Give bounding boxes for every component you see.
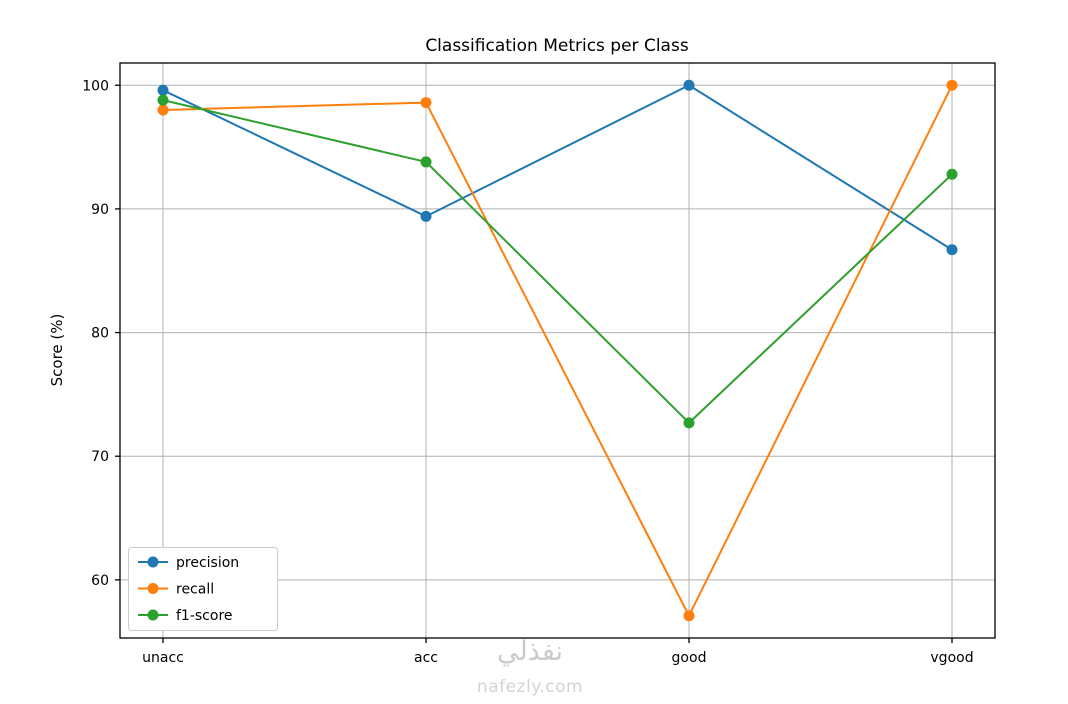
y-axis-label: Score (%) xyxy=(48,314,66,387)
data-point-recall-vgood xyxy=(946,79,958,91)
x-tick-label-good: good xyxy=(672,650,707,666)
watermark-arabic-text: نفذلي xyxy=(497,636,563,667)
x-tick-label-unacc: unacc xyxy=(142,650,184,666)
chart-title: Classification Metrics per Class xyxy=(425,36,689,56)
data-point-f1-score-unacc xyxy=(157,94,169,106)
series-line-precision xyxy=(162,84,953,251)
plot-area: 60 70 80 90 100 unacc acc good vgood precision rec… xyxy=(82,62,996,666)
legend-marker-dot-precision xyxy=(147,556,159,568)
y-tick-label: 70 xyxy=(91,449,109,465)
data-point-precision-vgood xyxy=(946,244,958,256)
plot-border xyxy=(119,62,996,639)
y-tick-label: 90 xyxy=(91,202,109,218)
legend-marker-dot-recall xyxy=(147,583,159,594)
legend-label-precision: precision xyxy=(176,555,239,571)
y-tick-label: 100 xyxy=(82,78,109,94)
data-point-recall-good xyxy=(683,610,695,622)
legend-marker-dot-f1-score xyxy=(147,609,159,621)
data-point-recall-unacc xyxy=(157,104,169,116)
series-line-f1-score xyxy=(162,99,953,424)
legend-box xyxy=(128,547,278,631)
legend-label-f1-score: f1-score xyxy=(176,608,233,624)
y-tick-label: 60 xyxy=(91,573,109,589)
data-point-precision-acc xyxy=(420,210,432,222)
series-line-recall xyxy=(162,84,953,617)
legend: precision recall f1-score xyxy=(128,547,278,631)
data-point-f1-score-good xyxy=(683,417,695,429)
data-point-f1-score-acc xyxy=(420,156,432,168)
y-tick-label: 80 xyxy=(91,326,109,342)
watermark-domain-text: nafezly.com xyxy=(477,677,583,697)
data-point-precision-good xyxy=(683,79,695,91)
x-tick-label-vgood: vgood xyxy=(930,650,973,666)
watermark: نفذلي nafezly.com xyxy=(477,636,583,697)
data-point-precision-unacc xyxy=(157,84,169,96)
data-point-f1-score-vgood xyxy=(946,168,958,180)
x-tick-label-acc: acc xyxy=(414,650,438,666)
data-point-recall-acc xyxy=(420,97,432,109)
legend-label-recall: recall xyxy=(176,582,214,598)
